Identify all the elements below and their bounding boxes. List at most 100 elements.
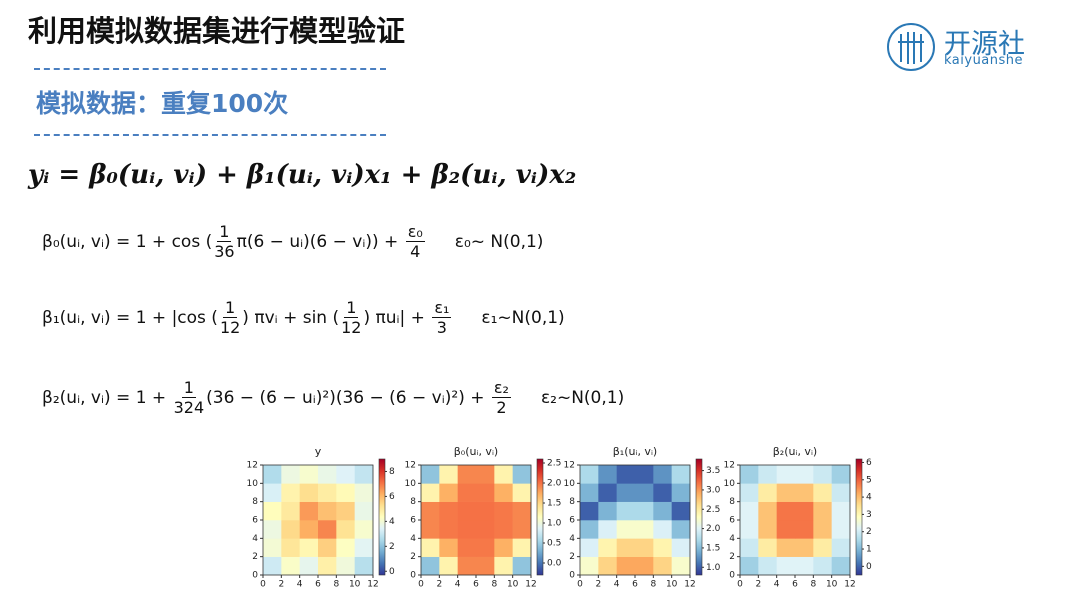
x-tick-label: 0 [418,580,424,590]
heat-cell [831,501,851,521]
colorbar-tick-label: 3.5 [706,466,720,476]
heat-cell [318,465,337,484]
heat-cell [795,556,814,576]
colorbar-tick-label: 1.0 [706,563,721,573]
y-tick-label: 6 [410,516,416,526]
divider [34,68,386,70]
x-tick-label: 12 [844,580,855,590]
heat-cell [263,538,282,557]
numerator: 1 [344,298,359,318]
formula: β₂(uᵢ, vᵢ) = 1 + 1 324 (36 − (6 − uᵢ)²)(36… [42,378,624,417]
heat-cell [653,483,672,502]
heat-cell [336,501,355,521]
formula-text: ) πvᵢ + sin ( [242,307,340,328]
x-tick-label: 10 [349,580,361,590]
heat-cell [476,501,495,521]
x-tick-label: 2 [436,580,442,590]
heat-cell [776,483,796,502]
x-tick-label: 6 [792,580,798,590]
numerator: 1 [223,298,238,318]
heat-cell [580,501,599,521]
denominator: 324 [173,398,205,417]
heat-cell [263,520,282,539]
x-tick-label: 0 [577,580,583,590]
heat-cell [512,483,532,502]
heat-cell [476,483,495,502]
heat-cell [740,520,759,539]
colorbar [855,458,863,576]
colorbar-tick-label: 4 [389,517,395,527]
x-tick-label: 10 [666,580,678,590]
heat-cell [831,520,851,539]
heat-cell [831,556,851,576]
colorbar-tick-label: 2.5 [547,459,561,469]
heat-cell [831,465,851,484]
heat-cell [457,556,477,576]
y-tick-label: 6 [569,516,575,526]
heat-cell [318,483,337,502]
y-tick-label: 12 [405,461,416,471]
logo-icon [887,23,935,71]
y-tick-label: 8 [252,497,258,507]
heat-cell [831,538,851,557]
heat-cell [740,538,759,557]
x-tick-label: 12 [525,580,536,590]
heat-cell [635,465,654,484]
colorbar-tick-label: 2 [866,527,872,537]
fraction: ε₁ 3 [432,298,452,337]
fraction: ε₂ 2 [491,378,511,417]
colorbar-tick-label: 0.0 [547,559,562,569]
heat-cell [795,465,814,484]
heat-cell [263,483,282,502]
heat-cell [598,538,617,557]
y-tick-label: 10 [405,479,417,489]
heat-cell [598,556,617,576]
formula-text: β₁(uᵢ, vᵢ) = 1 + |cos ( [42,307,218,328]
y-tick-label: 6 [729,516,735,526]
fraction: ε₀ 4 [405,222,425,261]
heat-cell [598,501,617,521]
formula-text: β₀(uᵢ, vᵢ) = 1 + cos ( [42,231,213,252]
subtitle: 模拟数据：重复100次 [36,89,289,118]
divider [34,134,386,136]
heat-cell [263,465,282,484]
heat-cell [512,520,532,539]
colorbar-tick-label: 5 [866,475,872,485]
colorbar-tick-label: 6 [866,458,872,468]
heat-cell [813,538,832,557]
heat-cell [616,556,636,576]
heat-cell [671,538,691,557]
colorbar-tick-label: 0 [866,562,872,572]
heat-cell [494,465,513,484]
formula: β₁(uᵢ, vᵢ) = 1 + |cos (1 12) πvᵢ + sin (1… [42,298,565,337]
heat-cell [354,520,374,539]
y-tick-label: 10 [564,479,576,489]
formula-text: π(6 − uᵢ)(6 − vᵢ)) + [236,231,404,252]
heat-cell [616,538,636,557]
colorbar-tick-label: 2.0 [547,479,562,489]
y-tick-label: 2 [252,552,258,562]
numerator: ε₀ [405,222,425,242]
heatmap-title: y [315,445,322,458]
numerator: 1 [217,222,232,242]
heat-cell [318,501,337,521]
heat-cell [336,538,355,557]
heat-cell [580,520,599,539]
heat-cell [281,483,300,502]
colorbar [536,458,544,576]
heat-cell [653,465,672,484]
heat-cell [776,465,796,484]
denominator: 12 [341,318,362,337]
heat-cell [758,483,777,502]
heat-cell [281,501,300,521]
heat-cell [616,483,636,502]
x-tick-label: 8 [650,580,656,590]
y-tick-label: 2 [729,552,735,562]
heat-cell [616,465,636,484]
heat-cell [598,520,617,539]
colorbar [378,458,386,576]
x-tick-label: 4 [614,580,620,590]
colorbar-tick-label: 1.5 [547,499,561,509]
heat-cell [635,538,654,557]
heat-cell [421,465,440,484]
